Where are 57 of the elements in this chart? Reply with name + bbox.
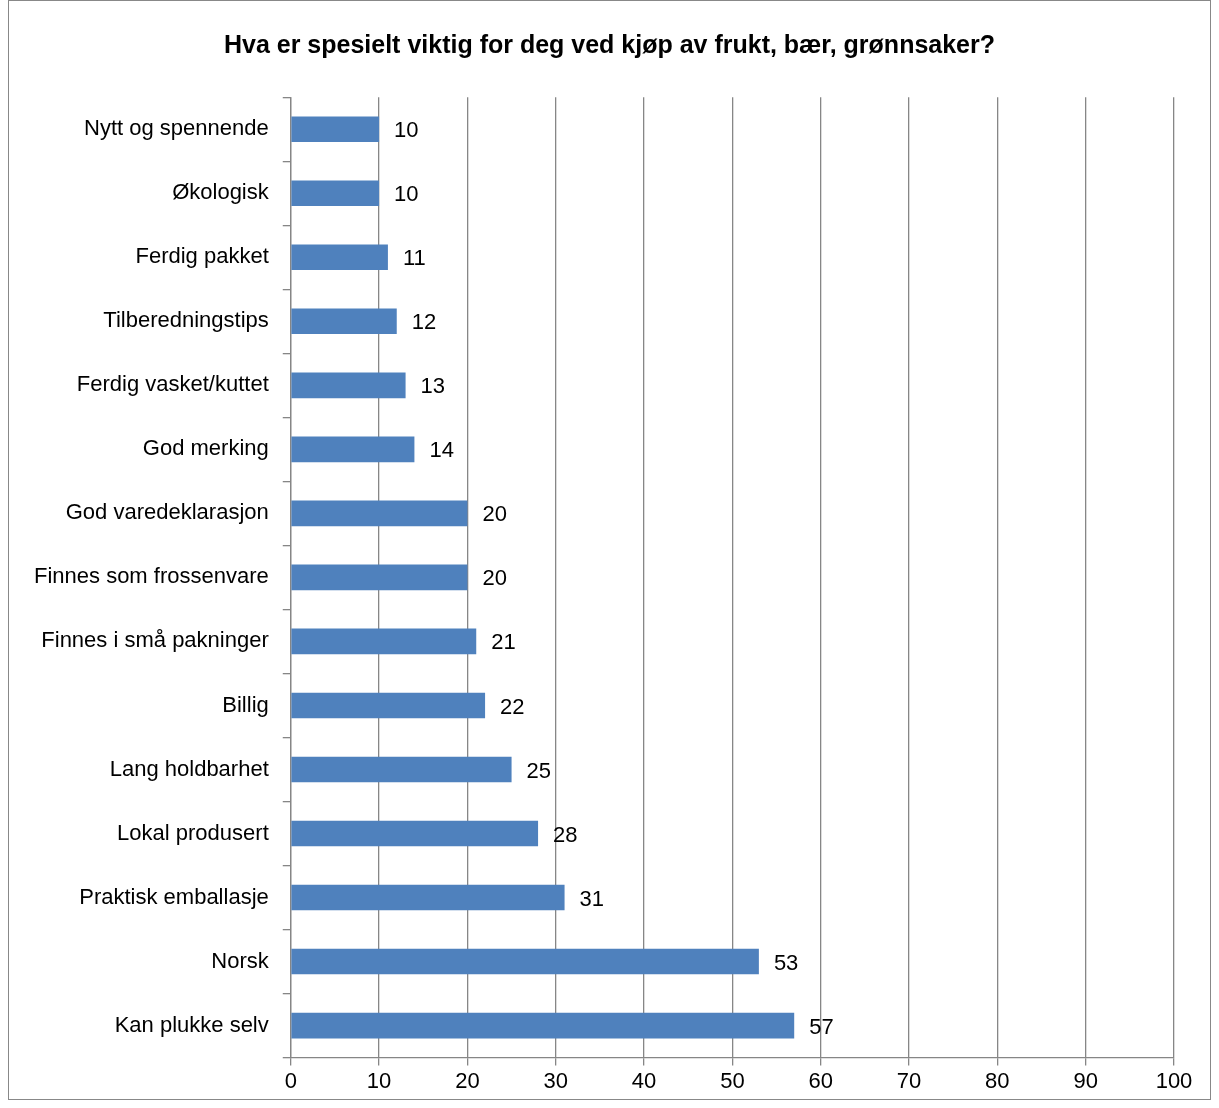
x-tick-label: 30: [543, 1067, 568, 1093]
y-tick-label: Finnes i små pakninger: [41, 627, 269, 653]
bar: [291, 628, 477, 655]
y-tick-label: Tilberedningstips: [103, 307, 269, 333]
y-tick-label: Billig: [222, 691, 269, 717]
y-tick-label: Kan plukke selv: [114, 1011, 269, 1037]
bar: [291, 820, 539, 847]
data-label: 10: [394, 181, 419, 207]
data-label: 22: [500, 693, 525, 719]
bar: [291, 180, 380, 207]
y-tick-label: Praktisk emballasje: [79, 883, 269, 909]
data-label: 10: [394, 117, 419, 143]
y-tick-label: Lang holdbarhet: [109, 755, 269, 781]
y-tick-label: Lokal produsert: [117, 819, 269, 845]
x-tick-label: 80: [985, 1067, 1010, 1093]
y-tick-label: Økologisk: [172, 179, 270, 205]
data-label: 25: [526, 757, 552, 783]
bar: [291, 436, 415, 463]
y-tick-label: God merking: [142, 435, 269, 461]
data-label: 21: [491, 629, 516, 655]
bar: [291, 308, 397, 335]
x-tick-label: 70: [896, 1067, 922, 1093]
bar: [291, 1012, 795, 1039]
bar: [291, 948, 759, 975]
data-label: 31: [579, 885, 605, 911]
y-tick-label: Ferdig vasket/kuttet: [76, 371, 269, 397]
y-tick-label: Finnes som frossenvare: [33, 563, 269, 589]
x-tick-label: 90: [1073, 1067, 1098, 1093]
bar: [291, 692, 486, 719]
bar: [291, 500, 468, 527]
y-tick-label: Nytt og spennende: [84, 115, 269, 141]
bar: [291, 884, 565, 911]
data-label: 28: [553, 821, 578, 847]
data-label: 20: [482, 565, 507, 591]
x-tick-label: 20: [455, 1067, 480, 1093]
data-label: 13: [420, 373, 446, 399]
x-tick-label: 40: [631, 1067, 657, 1093]
y-tick-label: God varedeklarasjon: [65, 499, 269, 525]
bar: [291, 116, 380, 143]
x-tick-label: 0: [284, 1067, 297, 1093]
data-label: 11: [402, 245, 426, 271]
x-tick-label: 50: [720, 1067, 745, 1093]
x-tick-label: 60: [808, 1067, 833, 1093]
data-label: 20: [482, 501, 507, 527]
chart-title: Hva er spesielt viktig for deg ved kjøp av frukt, bær, grønnsaker?: [222, 30, 997, 59]
bar: [291, 244, 388, 271]
data-label: 57: [809, 1013, 834, 1039]
y-tick-label: Ferdig pakket: [135, 243, 269, 269]
bar: [291, 372, 406, 399]
bar: [291, 756, 512, 783]
x-tick-label: 100: [1155, 1067, 1193, 1093]
bar: [291, 564, 468, 591]
y-tick-label: Norsk: [211, 947, 270, 973]
data-label: 53: [773, 949, 799, 975]
x-tick-label: 10: [366, 1067, 392, 1093]
data-label: 14: [429, 437, 454, 463]
data-label: 12: [411, 309, 437, 335]
